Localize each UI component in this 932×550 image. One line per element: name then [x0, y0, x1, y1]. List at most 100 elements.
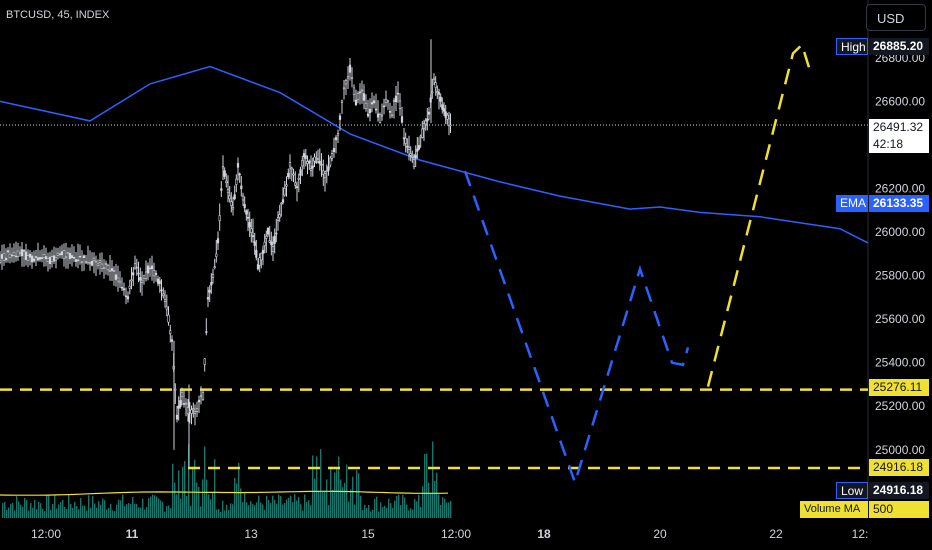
level-lower-tag: 24916.18: [869, 459, 929, 476]
candle-body: [441, 104, 444, 110]
candle-body: [350, 77, 354, 79]
candle-body: [193, 411, 197, 414]
candle-body: [263, 241, 266, 246]
volume-bar: [400, 505, 402, 518]
volume-bar: [140, 507, 142, 518]
volume-bar: [166, 506, 168, 518]
candle-body: [26, 255, 30, 261]
candle-body: [396, 92, 400, 95]
volume-bar: [214, 459, 216, 518]
volume-bar: [114, 511, 116, 518]
volume-bar: [138, 507, 140, 518]
volume-bar: [116, 504, 118, 518]
volume-bar: [46, 495, 48, 518]
volume-bar: [48, 494, 50, 518]
y-tick-label: 26200.00: [875, 181, 925, 195]
candle-body: [48, 256, 52, 265]
candle-body: [273, 235, 276, 244]
volume-ma-value-tag: 500: [869, 501, 929, 518]
candle-body: [346, 76, 350, 79]
candle-body: [197, 399, 201, 403]
volume-bar: [264, 509, 266, 518]
volume-bar: [404, 497, 406, 518]
candle-body: [38, 257, 42, 260]
candle-body: [416, 148, 419, 152]
candle-body: [158, 280, 161, 285]
volume-bar: [164, 511, 166, 518]
candle-body: [446, 114, 449, 120]
volume-bar: [118, 499, 120, 518]
volume-bar: [332, 489, 334, 518]
x-tick-label: 12:00: [31, 527, 61, 541]
volume-bar: [184, 461, 186, 518]
volume-bar: [442, 497, 444, 518]
x-tick-label: 18: [537, 527, 551, 541]
volume-bar: [50, 509, 52, 518]
volume-bar: [186, 496, 188, 518]
candle-body: [245, 210, 248, 215]
currency-button[interactable]: USD: [866, 4, 926, 31]
volume-bar: [292, 502, 294, 518]
candle-body: [402, 137, 406, 140]
candle-body: [342, 87, 346, 90]
candle-body: [439, 96, 442, 102]
candle-body: [56, 252, 60, 256]
x-tick-label: 12:00: [441, 527, 471, 541]
volume-bar: [382, 506, 384, 518]
candle-body: [360, 89, 364, 92]
volume-bar: [276, 503, 278, 518]
volume-bar: [278, 494, 280, 518]
volume-bar: [80, 498, 82, 518]
volume-ma-label-tag: Volume MA: [800, 501, 868, 518]
candle-body: [110, 268, 114, 272]
candle-body: [248, 222, 251, 228]
volume-bar: [324, 490, 326, 518]
candle-body: [398, 100, 402, 109]
volume-bar: [336, 467, 338, 518]
candle-body: [170, 339, 174, 342]
x-tick-label: 12:: [852, 527, 869, 541]
volume-bars: [2, 441, 452, 518]
volume-bar: [76, 506, 78, 518]
candle-body: [447, 118, 451, 127]
candle-body: [24, 251, 28, 260]
candle-body: [431, 91, 434, 94]
candle-body: [384, 99, 388, 103]
volume-bar: [362, 510, 364, 518]
candle-body: [288, 162, 292, 167]
candle-body: [226, 188, 230, 194]
candle-body: [261, 249, 265, 254]
candle-body: [285, 184, 288, 187]
volume-bar: [436, 472, 438, 518]
volume-bar: [18, 501, 20, 518]
candle-body: [240, 185, 243, 190]
volume-bar: [234, 478, 236, 518]
low-value-tag: 24916.18: [869, 482, 929, 499]
candle-body: [250, 228, 253, 233]
volume-bar: [274, 499, 276, 518]
volume-bar: [254, 505, 256, 518]
candle-body: [152, 269, 156, 277]
candle-body: [179, 400, 182, 408]
volume-bar: [432, 441, 434, 518]
candle-body: [297, 178, 300, 180]
volume-bar: [240, 488, 242, 518]
candle-body: [124, 295, 128, 298]
volume-bar: [210, 499, 212, 518]
candle-body: [14, 255, 18, 258]
volume-bar: [94, 503, 96, 518]
candle-body: [287, 173, 290, 178]
volume-bar: [356, 470, 358, 518]
volume-bar: [224, 510, 226, 518]
candle-body: [58, 253, 62, 256]
candle-body: [308, 160, 311, 164]
volume-bar: [204, 446, 206, 518]
volume-bar: [178, 470, 180, 518]
candle-body: [34, 256, 38, 258]
candle-body: [265, 235, 268, 239]
candle-body: [427, 111, 431, 115]
volume-bar: [438, 494, 440, 518]
volume-bar: [352, 476, 354, 518]
